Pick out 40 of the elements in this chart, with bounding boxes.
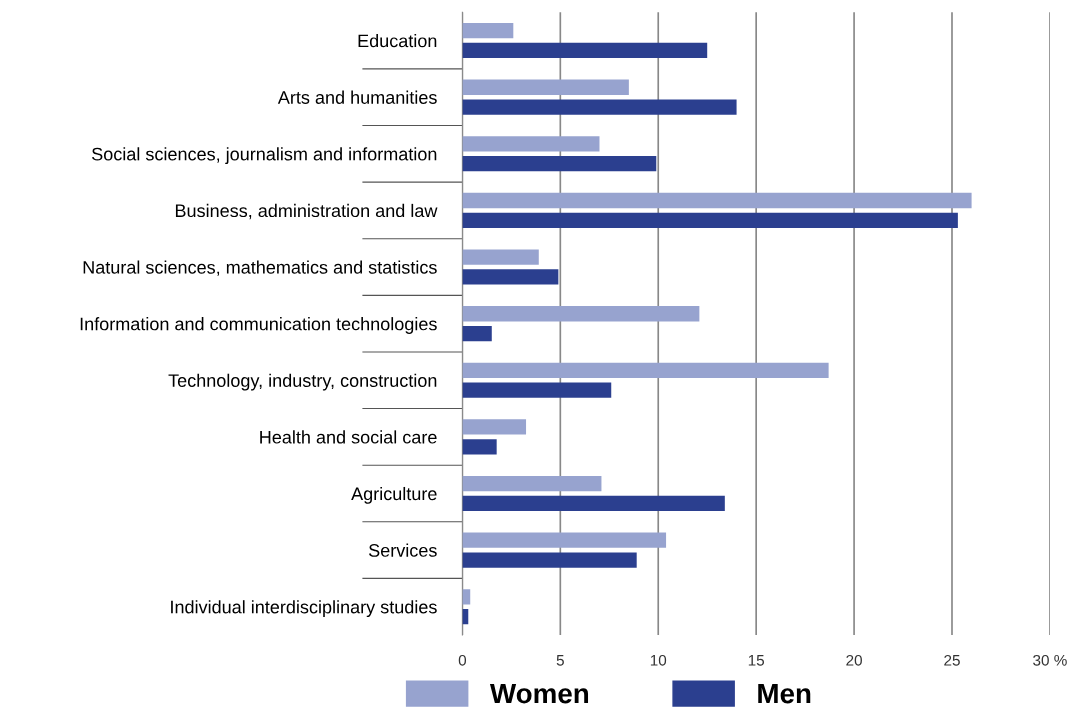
legend-label: Men — [758, 684, 811, 704]
y-tick-label: Technology, industry, construction — [168, 373, 437, 391]
bar — [462, 99, 737, 115]
bar — [462, 439, 497, 455]
bar — [462, 23, 514, 39]
bar — [462, 419, 527, 435]
bar — [462, 42, 708, 59]
bar — [462, 306, 700, 322]
bar — [462, 192, 972, 209]
bar — [462, 79, 629, 95]
bar — [462, 382, 612, 398]
bar — [462, 136, 600, 152]
y-tick-label: Agriculture — [351, 486, 437, 504]
bar — [462, 156, 657, 172]
y-tick-label: Services — [368, 543, 437, 557]
y-tick-label: Education — [358, 34, 437, 48]
y-tick-label: Business, administration and law — [175, 203, 438, 220]
x-tick-label: 0 — [458, 654, 467, 666]
x-tick-label: 30 % — [1033, 654, 1067, 666]
bar — [462, 249, 539, 265]
bar — [462, 532, 667, 548]
y-tick-label: Natural sciences, mathematics and statistics — [83, 260, 437, 276]
bar — [462, 362, 829, 378]
bar — [462, 495, 725, 512]
x-tick-label: 5 — [556, 655, 564, 666]
bar — [462, 475, 602, 492]
x-tick-label: 25 — [944, 654, 960, 666]
x-tick-label: 15 — [748, 655, 765, 666]
bar — [462, 325, 492, 342]
bar — [462, 212, 958, 228]
bar — [462, 552, 637, 568]
y-tick-label: Information and communication technologies — [80, 317, 437, 334]
y-tick-label: Health and social care — [260, 430, 437, 444]
y-tick-label: Social sciences, journalism and information — [92, 147, 437, 165]
legend-label: Women — [489, 684, 589, 704]
x-tick-label: 20 — [846, 654, 862, 666]
y-tick-label: Individual interdisciplinary studies — [171, 600, 437, 618]
bar — [462, 269, 559, 285]
y-tick-label: Arts and humanities — [277, 90, 437, 104]
x-tick-label: 10 — [650, 654, 667, 666]
